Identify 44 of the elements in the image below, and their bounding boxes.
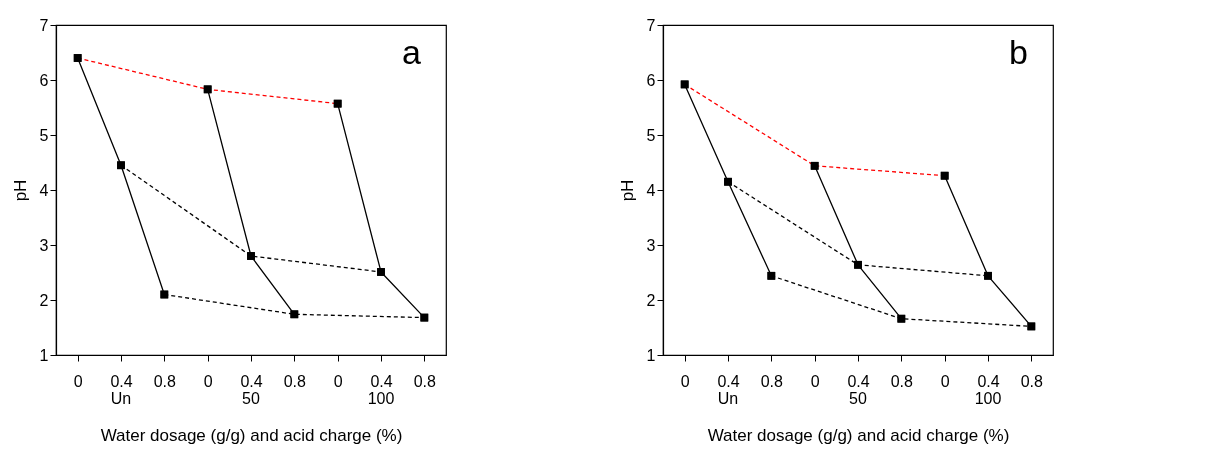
x-tick-label: 0 [333,372,343,390]
text: 50 [849,390,867,407]
x-tick-label: 0.4 [240,372,263,390]
y-tick-label: 2 [646,291,656,309]
x-tick-label: 0.8 [153,372,177,390]
y-tick-label: 1 [646,346,656,364]
x-axis-title: Water dosage (g/g) and acid charge (%) [100,425,403,445]
x-tick-label: 0.4 [370,372,393,390]
y-axis-title: pH [617,179,637,202]
x-tick-label: 0 [810,372,820,390]
y-tick-label: 3 [39,236,49,254]
y-tick-label: 2 [39,291,49,309]
y-tick-label: 7 [39,16,49,34]
annotation: a [402,33,422,71]
x-axis-title: Water dosage (g/g) and acid charge (%) [707,425,1010,445]
y-axis-title: pH [10,179,30,202]
x-tick-label: 0.8 [283,372,307,390]
x-tick-label: 0.8 [890,372,914,390]
x-tick-label: 0.8 [1020,372,1044,390]
y-tick-label: 6 [39,71,49,89]
x-tick-label: 0.4 [110,372,133,390]
y-tick-label: 4 [39,181,49,199]
y-tick-label: 4 [646,181,656,199]
y-tick-label: 3 [646,236,656,254]
x-tick-label: 0 [73,372,83,390]
x-tick-label: 0 [203,372,213,390]
x-tick-label: 0.8 [413,372,437,390]
y-tick-label: 5 [646,126,656,144]
x-tick-label: 0 [940,372,950,390]
text: 100 [974,390,1002,407]
text: 100 [367,390,395,407]
annotation: b [1009,33,1028,71]
x-tick-label: 0.4 [977,372,1000,390]
y-tick-label: 6 [646,71,656,89]
text: Un [717,390,739,407]
x-tick-label: 0.4 [847,372,870,390]
x-tick-label: 0 [680,372,690,390]
y-tick-label: 7 [646,16,656,34]
text: Un [110,390,132,407]
x-tick-label: 0.4 [717,372,740,390]
y-tick-label: 5 [39,126,49,144]
text: 50 [242,390,260,407]
x-tick-label: 0.8 [760,372,784,390]
y-tick-label: 1 [39,346,49,364]
